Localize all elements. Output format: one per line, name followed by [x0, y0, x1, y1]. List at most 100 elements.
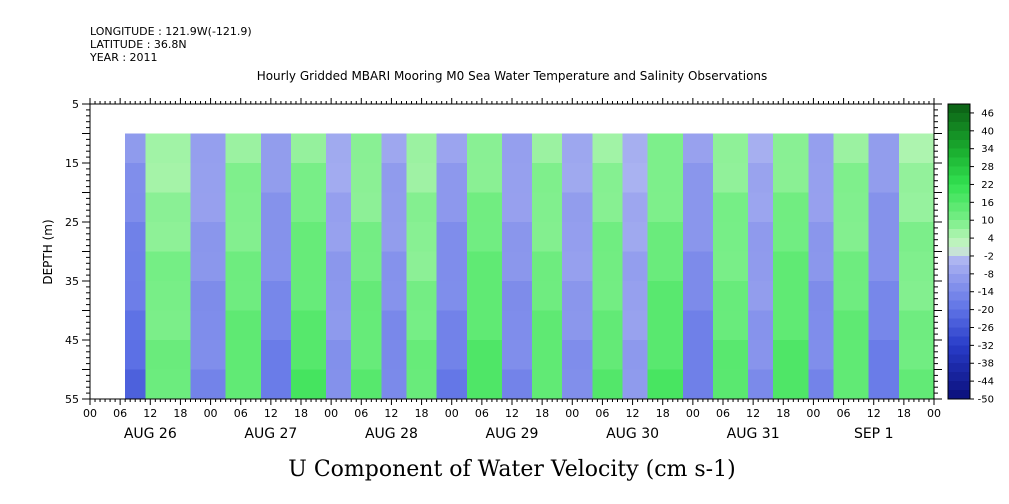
x-tick-label: 06: [475, 407, 489, 420]
heatmap-cell: [868, 251, 900, 282]
colorbar-swatch: [948, 157, 970, 167]
heatmap-cell: [622, 222, 649, 253]
heatmap-cell: [190, 340, 227, 371]
heatmap-cell: [406, 251, 438, 282]
colorbar-swatch: [948, 336, 970, 346]
heatmap-cell: [326, 163, 352, 194]
heatmap-cell: [260, 133, 292, 164]
colorbar-swatch: [948, 255, 970, 266]
heatmap-cell: [808, 310, 835, 341]
heatmap-cell: [748, 192, 774, 223]
heatmap-cell: [190, 310, 227, 341]
heatmap-cell: [868, 281, 900, 312]
colorbar-swatch: [948, 184, 970, 194]
heatmap-cell: [898, 192, 934, 223]
heatmap-cell: [748, 369, 774, 399]
heatmap-cell: [622, 163, 649, 194]
heatmap-cell: [622, 192, 649, 223]
heatmap-cell: [808, 281, 835, 312]
heatmap-cell: [773, 163, 809, 194]
heatmap-cell: [351, 163, 382, 194]
heatmap-cell: [748, 340, 774, 371]
year-label: YEAR : 2011: [89, 51, 158, 64]
heatmap-cell: [406, 133, 438, 164]
heatmap-cell: [260, 222, 292, 253]
heatmap-cell: [145, 310, 192, 341]
chart-caption: U Component of Water Velocity (cm s-1): [288, 457, 735, 482]
colorbar-label: -44: [978, 377, 994, 388]
heatmap-cell: [647, 133, 684, 164]
heatmap-cell: [808, 251, 835, 282]
x-tick-label: 00: [565, 407, 579, 420]
colorbar-swatch: [948, 139, 970, 150]
colorbar-swatch: [948, 318, 970, 328]
heatmap-cell: [190, 369, 227, 399]
x-day-label: AUG 31: [727, 426, 780, 442]
heatmap-cell: [713, 369, 749, 399]
colorbar-swatch: [948, 282, 970, 293]
heatmap-cell: [190, 192, 227, 223]
heatmap-cell: [502, 251, 533, 282]
heatmap-cell: [748, 222, 774, 253]
heatmap-cell: [532, 281, 563, 312]
colorbar-swatch: [948, 166, 970, 176]
heatmap-cell: [748, 281, 774, 312]
heatmap-cell: [502, 222, 533, 253]
heatmap-cell: [225, 222, 262, 253]
heatmap-cell: [562, 163, 593, 194]
heatmap-cell: [833, 133, 870, 164]
heatmap-cell: [381, 222, 408, 253]
heatmap-cell: [502, 133, 533, 164]
heatmap-cells: [125, 133, 934, 399]
heatmap-cell: [225, 133, 262, 164]
y-tick-label: 25: [65, 216, 79, 229]
heatmap-cell: [833, 222, 870, 253]
heatmap-cell: [406, 222, 438, 253]
heatmap-cell: [145, 133, 192, 164]
heatmap-cell: [713, 133, 749, 164]
heatmap-cell: [125, 369, 146, 399]
heatmap-cell: [898, 163, 934, 194]
x-tick-label: 06: [716, 407, 730, 420]
colorbar: 46 40 34 28 22 16 10 4 -2 -8 -14 -20 -26 -32 -38 -44 -50: [947, 103, 994, 406]
heatmap-cell: [773, 133, 809, 164]
heatmap-cell: [260, 369, 292, 399]
heatmap-cell: [125, 222, 146, 253]
colorbar-swatch: [948, 193, 970, 203]
heatmap-cell: [381, 192, 408, 223]
x-tick-label: 00: [324, 407, 338, 420]
heatmap-cell: [466, 310, 503, 341]
heatmap-cell: [592, 281, 624, 312]
heatmap-cell: [466, 251, 503, 282]
heatmap-cell: [898, 310, 934, 341]
heatmap-cell: [808, 192, 835, 223]
heatmap-cell: [466, 133, 503, 164]
heatmap-cell: [808, 369, 835, 399]
heatmap-cell: [773, 251, 809, 282]
x-tick-label: 18: [415, 407, 429, 420]
y-axis-label: DEPTH (m): [41, 219, 55, 284]
heatmap-cell: [647, 192, 684, 223]
y-axis: 5 15 25 35 45 55: [65, 98, 942, 406]
heatmap-cell: [145, 163, 192, 194]
heatmap-cell: [647, 310, 684, 341]
heatmap-cell: [326, 369, 352, 399]
heatmap-cell: [622, 251, 649, 282]
heatmap-cell: [808, 133, 835, 164]
heatmap-cell: [622, 310, 649, 341]
x-tick-label: 12: [143, 407, 157, 420]
heatmap-cell: [898, 340, 934, 371]
heatmap-cell: [502, 310, 533, 341]
heatmap-cell: [225, 369, 262, 399]
heatmap-cell: [291, 133, 327, 164]
heatmap-cell: [808, 340, 835, 371]
colorbar-swatch: [948, 309, 970, 319]
x-day-label: AUG 28: [365, 426, 418, 442]
heatmap-cell: [381, 163, 408, 194]
heatmap-cell: [125, 340, 146, 371]
colorbar-swatch: [948, 121, 970, 132]
heatmap-cell: [562, 340, 593, 371]
heatmap-cell: [833, 192, 870, 223]
colorbar-swatch: [948, 327, 970, 337]
